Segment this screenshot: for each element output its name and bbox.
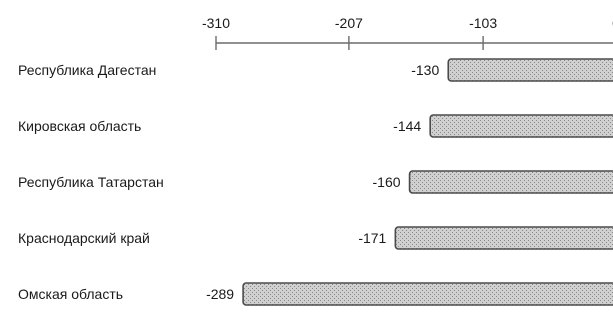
x-tick-label: -103 <box>469 15 497 31</box>
data-label: -130 <box>411 62 439 78</box>
x-tick-label: -310 <box>202 15 230 31</box>
data-label: -144 <box>393 118 421 134</box>
bars: -130 -144 -160 -171 -289 <box>206 58 613 306</box>
data-label: -160 <box>373 174 401 190</box>
x-tick-label: -207 <box>335 15 363 31</box>
category-label: Республика Дагестан <box>18 62 156 78</box>
x-axis: -310-207-1030 <box>202 15 613 50</box>
category-label: Республика Татарстан <box>18 174 164 190</box>
bar <box>394 226 613 250</box>
category-label: Омская область <box>18 286 123 302</box>
bar <box>429 114 613 138</box>
category-label: Краснодарский край <box>18 230 150 246</box>
bar <box>408 170 613 194</box>
data-label: -289 <box>206 286 234 302</box>
category-label: Кировская область <box>18 118 141 134</box>
category-labels: Республика Дагестан Кировская область Респ… <box>18 62 164 302</box>
data-label: -171 <box>358 230 386 246</box>
bar <box>242 282 613 306</box>
bar <box>447 58 613 82</box>
